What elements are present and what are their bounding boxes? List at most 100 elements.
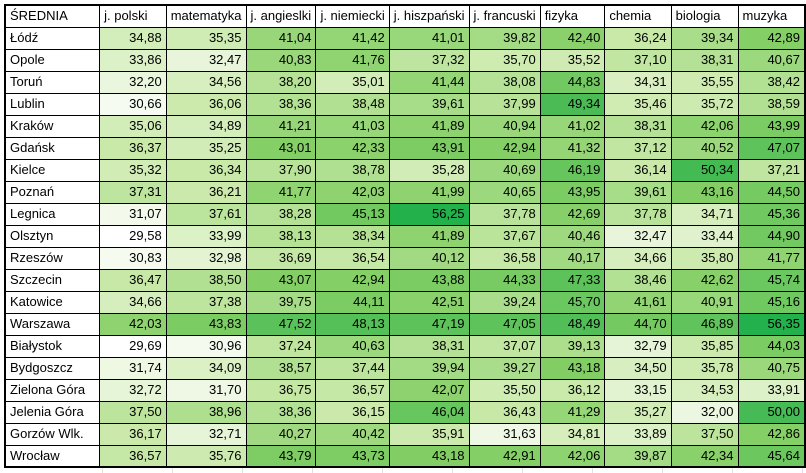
score-cell[interactable]: 42,94 xyxy=(468,136,541,160)
score-cell[interactable]: 36,75 xyxy=(245,378,317,402)
score-cell[interactable]: 38,34 xyxy=(315,224,390,248)
score-cell[interactable]: 46,04 xyxy=(388,400,470,424)
score-cell[interactable]: 36,47 xyxy=(99,268,167,292)
score-cell[interactable]: 32,20 xyxy=(99,70,167,94)
score-cell[interactable]: 44,90 xyxy=(737,224,806,248)
score-cell[interactable]: 41,29 xyxy=(539,400,606,424)
score-cell[interactable]: 40,83 xyxy=(245,48,317,72)
column-header[interactable]: fizyka xyxy=(539,4,606,28)
score-cell[interactable]: 32,72 xyxy=(99,378,167,402)
score-cell[interactable]: 35,50 xyxy=(468,378,541,402)
score-cell[interactable]: 40,65 xyxy=(468,180,541,204)
score-cell[interactable]: 40,69 xyxy=(468,158,541,182)
score-cell[interactable]: 38,36 xyxy=(245,92,317,116)
score-cell[interactable]: 35,78 xyxy=(670,356,739,380)
score-cell[interactable]: 36,34 xyxy=(165,158,247,182)
score-cell[interactable]: 42,33 xyxy=(315,136,390,160)
row-header[interactable]: Bydgoszcz xyxy=(4,356,101,380)
score-cell[interactable]: 42,51 xyxy=(388,290,470,314)
score-cell[interactable]: 37,78 xyxy=(604,202,672,226)
score-cell[interactable]: 37,78 xyxy=(468,202,541,226)
score-cell[interactable]: 43,91 xyxy=(388,136,470,160)
score-cell[interactable]: 39,82 xyxy=(468,26,541,50)
score-cell[interactable]: 31,70 xyxy=(165,378,247,402)
score-cell[interactable]: 43,01 xyxy=(245,136,317,160)
score-cell[interactable]: 33,91 xyxy=(737,378,806,402)
score-cell[interactable]: 45,13 xyxy=(315,202,390,226)
score-cell[interactable]: 33,86 xyxy=(99,48,167,72)
score-cell[interactable]: 43,95 xyxy=(539,180,606,204)
score-cell[interactable]: 32,79 xyxy=(604,334,672,358)
score-cell[interactable]: 38,31 xyxy=(670,48,739,72)
score-cell[interactable]: 34,31 xyxy=(604,70,672,94)
score-cell[interactable]: 39,13 xyxy=(539,334,606,358)
score-cell[interactable]: 31,63 xyxy=(468,422,541,446)
score-cell[interactable]: 47,33 xyxy=(539,268,606,292)
score-cell[interactable]: 35,85 xyxy=(670,334,739,358)
row-header[interactable]: Szczecin xyxy=(4,268,101,292)
score-cell[interactable]: 36,15 xyxy=(315,400,390,424)
score-cell[interactable]: 32,98 xyxy=(165,246,247,270)
score-cell[interactable]: 35,70 xyxy=(468,48,541,72)
row-header[interactable]: Katowice xyxy=(4,290,101,314)
score-cell[interactable]: 38,46 xyxy=(604,268,672,292)
score-cell[interactable]: 40,52 xyxy=(670,136,739,160)
score-cell[interactable]: 36,14 xyxy=(604,158,672,182)
row-header[interactable]: Łódź xyxy=(4,26,101,50)
row-header[interactable]: Olsztyn xyxy=(4,224,101,248)
score-cell[interactable]: 35,25 xyxy=(165,136,247,160)
score-cell[interactable]: 42,06 xyxy=(539,444,606,468)
score-cell[interactable]: 31,74 xyxy=(99,356,167,380)
score-cell[interactable]: 41,89 xyxy=(388,224,470,248)
score-cell[interactable]: 43,99 xyxy=(737,114,806,138)
score-cell[interactable]: 37,21 xyxy=(737,158,806,182)
score-cell[interactable]: 32,47 xyxy=(165,48,247,72)
score-cell[interactable]: 36,24 xyxy=(604,26,672,50)
row-header[interactable]: Gdańsk xyxy=(4,136,101,160)
row-header[interactable]: Gorzów Wlk. xyxy=(4,422,101,446)
score-cell[interactable]: 35,01 xyxy=(315,70,390,94)
score-cell[interactable]: 33,15 xyxy=(604,378,672,402)
score-cell[interactable]: 41,77 xyxy=(245,180,317,204)
score-cell[interactable]: 37,44 xyxy=(315,356,390,380)
score-cell[interactable]: 35,28 xyxy=(388,158,470,182)
score-cell[interactable]: 42,86 xyxy=(737,422,806,446)
score-cell[interactable]: 40,75 xyxy=(737,356,806,380)
column-header[interactable]: j. polski xyxy=(99,4,167,28)
score-cell[interactable]: 44,33 xyxy=(468,268,541,292)
score-cell[interactable]: 39,61 xyxy=(388,92,470,116)
score-cell[interactable]: 42,62 xyxy=(670,268,739,292)
row-header[interactable]: Opole xyxy=(4,48,101,72)
score-cell[interactable]: 37,31 xyxy=(99,180,167,204)
score-cell[interactable]: 35,55 xyxy=(670,70,739,94)
score-cell[interactable]: 37,10 xyxy=(604,48,672,72)
score-cell[interactable]: 46,89 xyxy=(670,312,739,336)
score-cell[interactable]: 43,83 xyxy=(165,312,247,336)
score-cell[interactable]: 40,94 xyxy=(468,114,541,138)
score-cell[interactable]: 39,27 xyxy=(468,356,541,380)
score-cell[interactable]: 48,13 xyxy=(315,312,390,336)
score-cell[interactable]: 40,67 xyxy=(737,48,806,72)
score-cell[interactable]: 45,16 xyxy=(737,290,806,314)
score-cell[interactable]: 37,07 xyxy=(468,334,541,358)
column-header[interactable]: muzyka xyxy=(737,4,806,28)
score-cell[interactable]: 35,52 xyxy=(539,48,606,72)
row-header[interactable]: Kielce xyxy=(4,158,101,182)
score-cell[interactable]: 34,66 xyxy=(604,246,672,270)
score-cell[interactable]: 38,28 xyxy=(245,202,317,226)
score-cell[interactable]: 42,91 xyxy=(468,444,541,468)
score-cell[interactable]: 35,35 xyxy=(165,26,247,50)
score-cell[interactable]: 43,07 xyxy=(245,268,317,292)
score-cell[interactable]: 38,31 xyxy=(604,114,672,138)
score-cell[interactable]: 37,32 xyxy=(388,48,470,72)
score-cell[interactable]: 37,12 xyxy=(604,136,672,160)
score-cell[interactable]: 41,61 xyxy=(604,290,672,314)
score-cell[interactable]: 42,89 xyxy=(737,26,806,50)
score-cell[interactable]: 49,34 xyxy=(539,92,606,116)
score-cell[interactable]: 37,24 xyxy=(245,334,317,358)
score-cell[interactable]: 42,69 xyxy=(539,202,606,226)
score-cell[interactable]: 36,37 xyxy=(99,136,167,160)
score-cell[interactable]: 44,11 xyxy=(315,290,390,314)
score-cell[interactable]: 56,25 xyxy=(388,202,470,226)
score-cell[interactable]: 37,61 xyxy=(165,202,247,226)
